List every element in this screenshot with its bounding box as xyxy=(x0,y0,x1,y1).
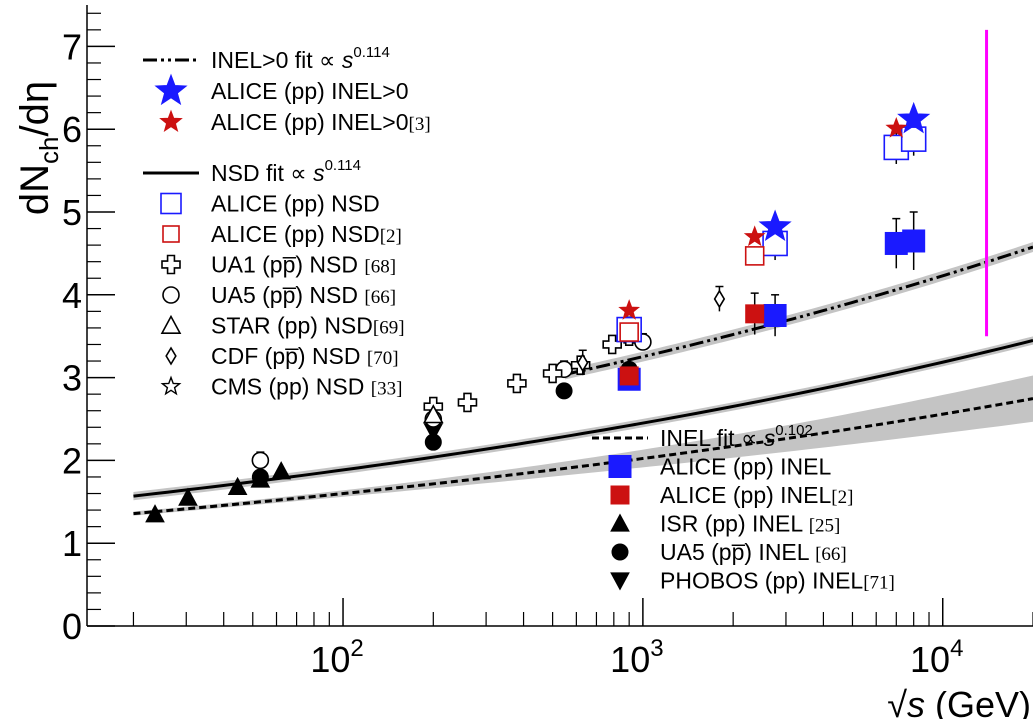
y-tick-label-7: 7 xyxy=(62,26,82,67)
y-axis-label: dNch/dη xyxy=(13,81,64,215)
x-tick-label-2: 104 xyxy=(910,635,963,680)
legend-nsd-symbol-4 xyxy=(162,286,180,304)
data-point-1-0 xyxy=(251,468,269,486)
legend-nsd-label-3: UA1 (pp̅) NSD [68] xyxy=(211,252,396,278)
legend-top-symbol-1 xyxy=(154,73,188,106)
x-axis-label: √s (GeV) xyxy=(887,684,1031,719)
legend-inel-label-0: INEL fit ∝ s0.102 xyxy=(660,422,813,451)
data-point-13-2 xyxy=(885,116,908,138)
data-point-0-2 xyxy=(227,476,248,496)
legend-nsd-label-0: NSD fit ∝ s0.114 xyxy=(211,157,361,186)
y-tick-label-5: 5 xyxy=(62,192,82,233)
y-axis-label-main: dN xyxy=(13,164,57,215)
legend-inel-symbol-4 xyxy=(611,543,629,561)
data-point-0-0 xyxy=(145,504,165,523)
y-tick-label-3: 3 xyxy=(62,358,82,399)
fit-line-dashdotdot xyxy=(564,245,1033,376)
y-axis-label-tail: /dη xyxy=(13,81,57,137)
legend-inel-symbol-2 xyxy=(610,485,630,505)
data-point-5-0 xyxy=(422,404,444,424)
legend-nsd-label-4: UA5 (pp̅) NSD [66] xyxy=(211,282,396,308)
fit-band-0 xyxy=(565,242,1033,380)
data-point-0-1 xyxy=(178,487,198,506)
legend-nsd-label-6: CDF (pp̅) NSD [70] xyxy=(211,343,399,369)
legend-top-label-2: ALICE (pp) INEL>0[3] xyxy=(211,109,431,135)
y-tick-label-6: 6 xyxy=(62,109,82,150)
legend-nsd-symbol-7 xyxy=(160,375,182,396)
y-tick-label-0: 0 xyxy=(62,606,82,647)
data-point-6-1 xyxy=(713,289,726,309)
legend-nsd-label-5: STAR (pp) NSD[69] xyxy=(211,313,405,339)
data-point-13-0 xyxy=(618,299,641,320)
data-point-3-0 xyxy=(251,451,270,470)
data-point-8-1 xyxy=(763,304,787,327)
data-point-1-2 xyxy=(555,382,573,400)
legend-inel-label-5: PHOBOS (pp) INEL[71] xyxy=(660,568,895,594)
data-point-11-1 xyxy=(744,246,765,266)
fit-line-dotted xyxy=(133,397,1033,516)
legend-inel-symbol-1 xyxy=(608,455,632,478)
legend-top-symbol-2 xyxy=(159,109,183,133)
data-point-4-3 xyxy=(542,363,563,384)
legend-nsd-label-1: ALICE (pp) NSD xyxy=(211,191,380,217)
legend-inel-symbol-3 xyxy=(610,513,630,532)
data-point-0-4 xyxy=(271,461,292,480)
legend-nsd-label-2: ALICE (pp) NSD[2] xyxy=(211,221,402,247)
legend-top-label-0: INEL>0 fit ∝ s0.114 xyxy=(211,44,390,73)
legend-top-label-1: ALICE (pp) INEL>0 xyxy=(211,78,409,104)
y-tick-label-2: 2 xyxy=(62,440,82,481)
legend: INEL>0 fit ∝ s0.114 ALICE (pp) INEL>0 ALIC… xyxy=(143,44,895,594)
fit-band-1 xyxy=(133,336,1033,501)
data-point-9-0 xyxy=(619,366,639,386)
legend-nsd-symbol-2 xyxy=(162,225,180,243)
legend-inel-symbol-5 xyxy=(610,572,630,591)
legend-nsd-symbol-1 xyxy=(160,192,182,215)
legend-nsd-symbol-5 xyxy=(160,314,182,334)
data-point-12-0 xyxy=(758,209,792,242)
legend-nsd-symbol-6 xyxy=(165,346,177,366)
data-point-4-5 xyxy=(602,334,622,355)
legend-nsd-label-7: CMS (pp) NSD [33] xyxy=(211,374,402,400)
x-axis-label-tail: (GeV) xyxy=(925,684,1031,719)
data-point-13-1 xyxy=(743,225,766,247)
legend-inel-label-2: ALICE (pp) INEL[2] xyxy=(660,482,853,508)
legend-inel-label-4: UA5 (pp̅) INEL [66] xyxy=(660,539,847,565)
x-tick-label-0: 102 xyxy=(310,635,363,680)
data-point-4-1 xyxy=(457,392,478,413)
plot-area xyxy=(133,29,1033,523)
x-axis-label-main: √s xyxy=(887,684,925,719)
axes: dNch/dη √s (GeV) 0 1 2 3 4 5 6 7 102 103 104 xyxy=(13,5,1033,719)
data-point-8-3 xyxy=(902,229,926,253)
legend-nsd-symbol-3 xyxy=(161,254,181,275)
data-point-4-2 xyxy=(507,373,527,394)
legend-inel-label-1: ALICE (pp) INEL xyxy=(660,454,831,480)
data-point-12-1 xyxy=(897,101,931,134)
legend-inel-label-3: ISR (pp) INEL [25] xyxy=(660,511,840,537)
y-tick-label-4: 4 xyxy=(62,275,82,316)
data-point-6-0 xyxy=(576,353,589,373)
y-tick-label-1: 1 xyxy=(62,523,82,564)
data-point-9-1 xyxy=(745,304,765,324)
x-tick-label-1: 103 xyxy=(610,635,663,680)
y-axis-label-sub: ch xyxy=(34,137,64,164)
data-point-11-0 xyxy=(619,322,639,342)
